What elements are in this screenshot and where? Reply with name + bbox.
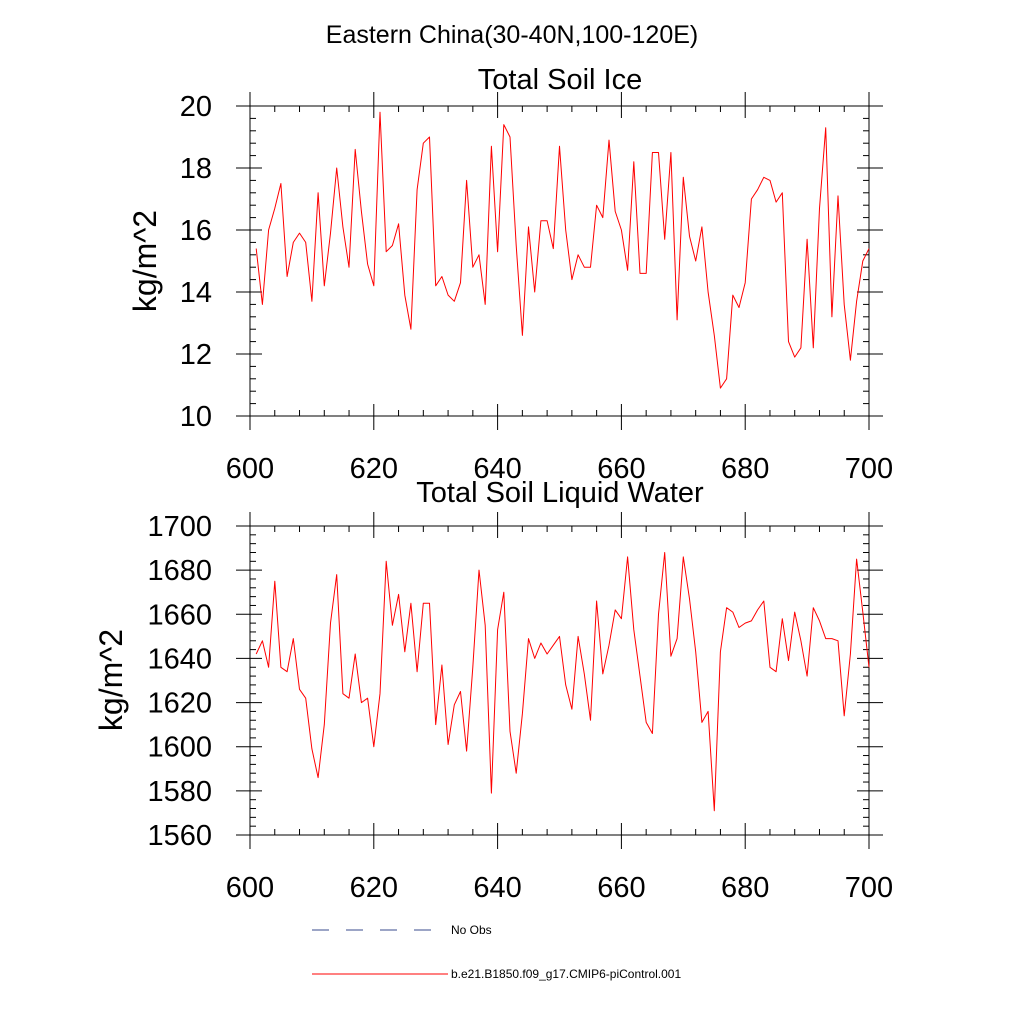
y-tick-label: 1560 <box>147 820 212 852</box>
y-axis-label: kg/m^2 <box>127 210 163 312</box>
legend-label-model: b.e21.B1850.f09_g17.CMIP6-piControl.001 <box>451 967 681 981</box>
x-tick-label: 620 <box>350 453 398 485</box>
x-tick-label: 660 <box>597 453 645 485</box>
plot-frame <box>249 525 870 836</box>
x-tick-label: 640 <box>473 872 521 904</box>
x-tick-label: 660 <box>597 872 645 904</box>
y-tick-label: 18 <box>180 153 212 185</box>
y-tick-label: 1600 <box>147 732 212 764</box>
y-tick-label: 1580 <box>147 776 212 808</box>
y-axis-label: kg/m^2 <box>93 629 129 731</box>
x-tick-label: 600 <box>226 872 274 904</box>
legend-label-no-obs: No Obs <box>451 923 492 937</box>
y-tick-label: 1640 <box>147 643 212 675</box>
panel-total-soil-ice: Total Soil Ice kg/m^2 600 620 640 660 680 700… <box>127 64 893 485</box>
panel-title: Total Soil Ice <box>478 64 642 96</box>
y-tick-label: 1680 <box>147 555 212 587</box>
y-tick-label: 20 <box>180 91 212 123</box>
x-tick-label: 700 <box>845 453 893 485</box>
x-tick-label: 640 <box>473 453 521 485</box>
y-tick-label: 10 <box>180 401 212 433</box>
y-tick-label: 1660 <box>147 599 212 631</box>
y-tick-label: 12 <box>180 339 212 371</box>
plot-area: 600 620 640 660 680 700 1560 1580 1600 1620 1640 16… <box>147 511 893 904</box>
plot-area: 600 620 640 660 680 700 10 12 14 16 18 20 <box>180 91 893 485</box>
y-tick-label: 16 <box>180 215 212 247</box>
x-tick-label: 600 <box>226 453 274 485</box>
x-tick-label: 680 <box>721 872 769 904</box>
x-tick-label: 700 <box>845 872 893 904</box>
series-line <box>255 111 870 389</box>
plot-frame <box>249 105 870 417</box>
series-line <box>255 552 870 812</box>
legend: No Obs b.e21.B1850.f09_g17.CMIP6-piContr… <box>312 923 681 981</box>
panel-title: Total Soil Liquid Water <box>416 477 704 509</box>
y-tick-label: 14 <box>180 277 212 309</box>
x-tick-label: 620 <box>350 872 398 904</box>
x-tick-label: 680 <box>721 453 769 485</box>
figure-title: Eastern China(30-40N,100-120E) <box>326 21 698 49</box>
y-tick-label: 1620 <box>147 688 212 720</box>
y-tick-label: 1700 <box>147 511 212 543</box>
panel-total-soil-liquid-water: Total Soil Liquid Water kg/m^2 600 620 640… <box>93 477 893 904</box>
